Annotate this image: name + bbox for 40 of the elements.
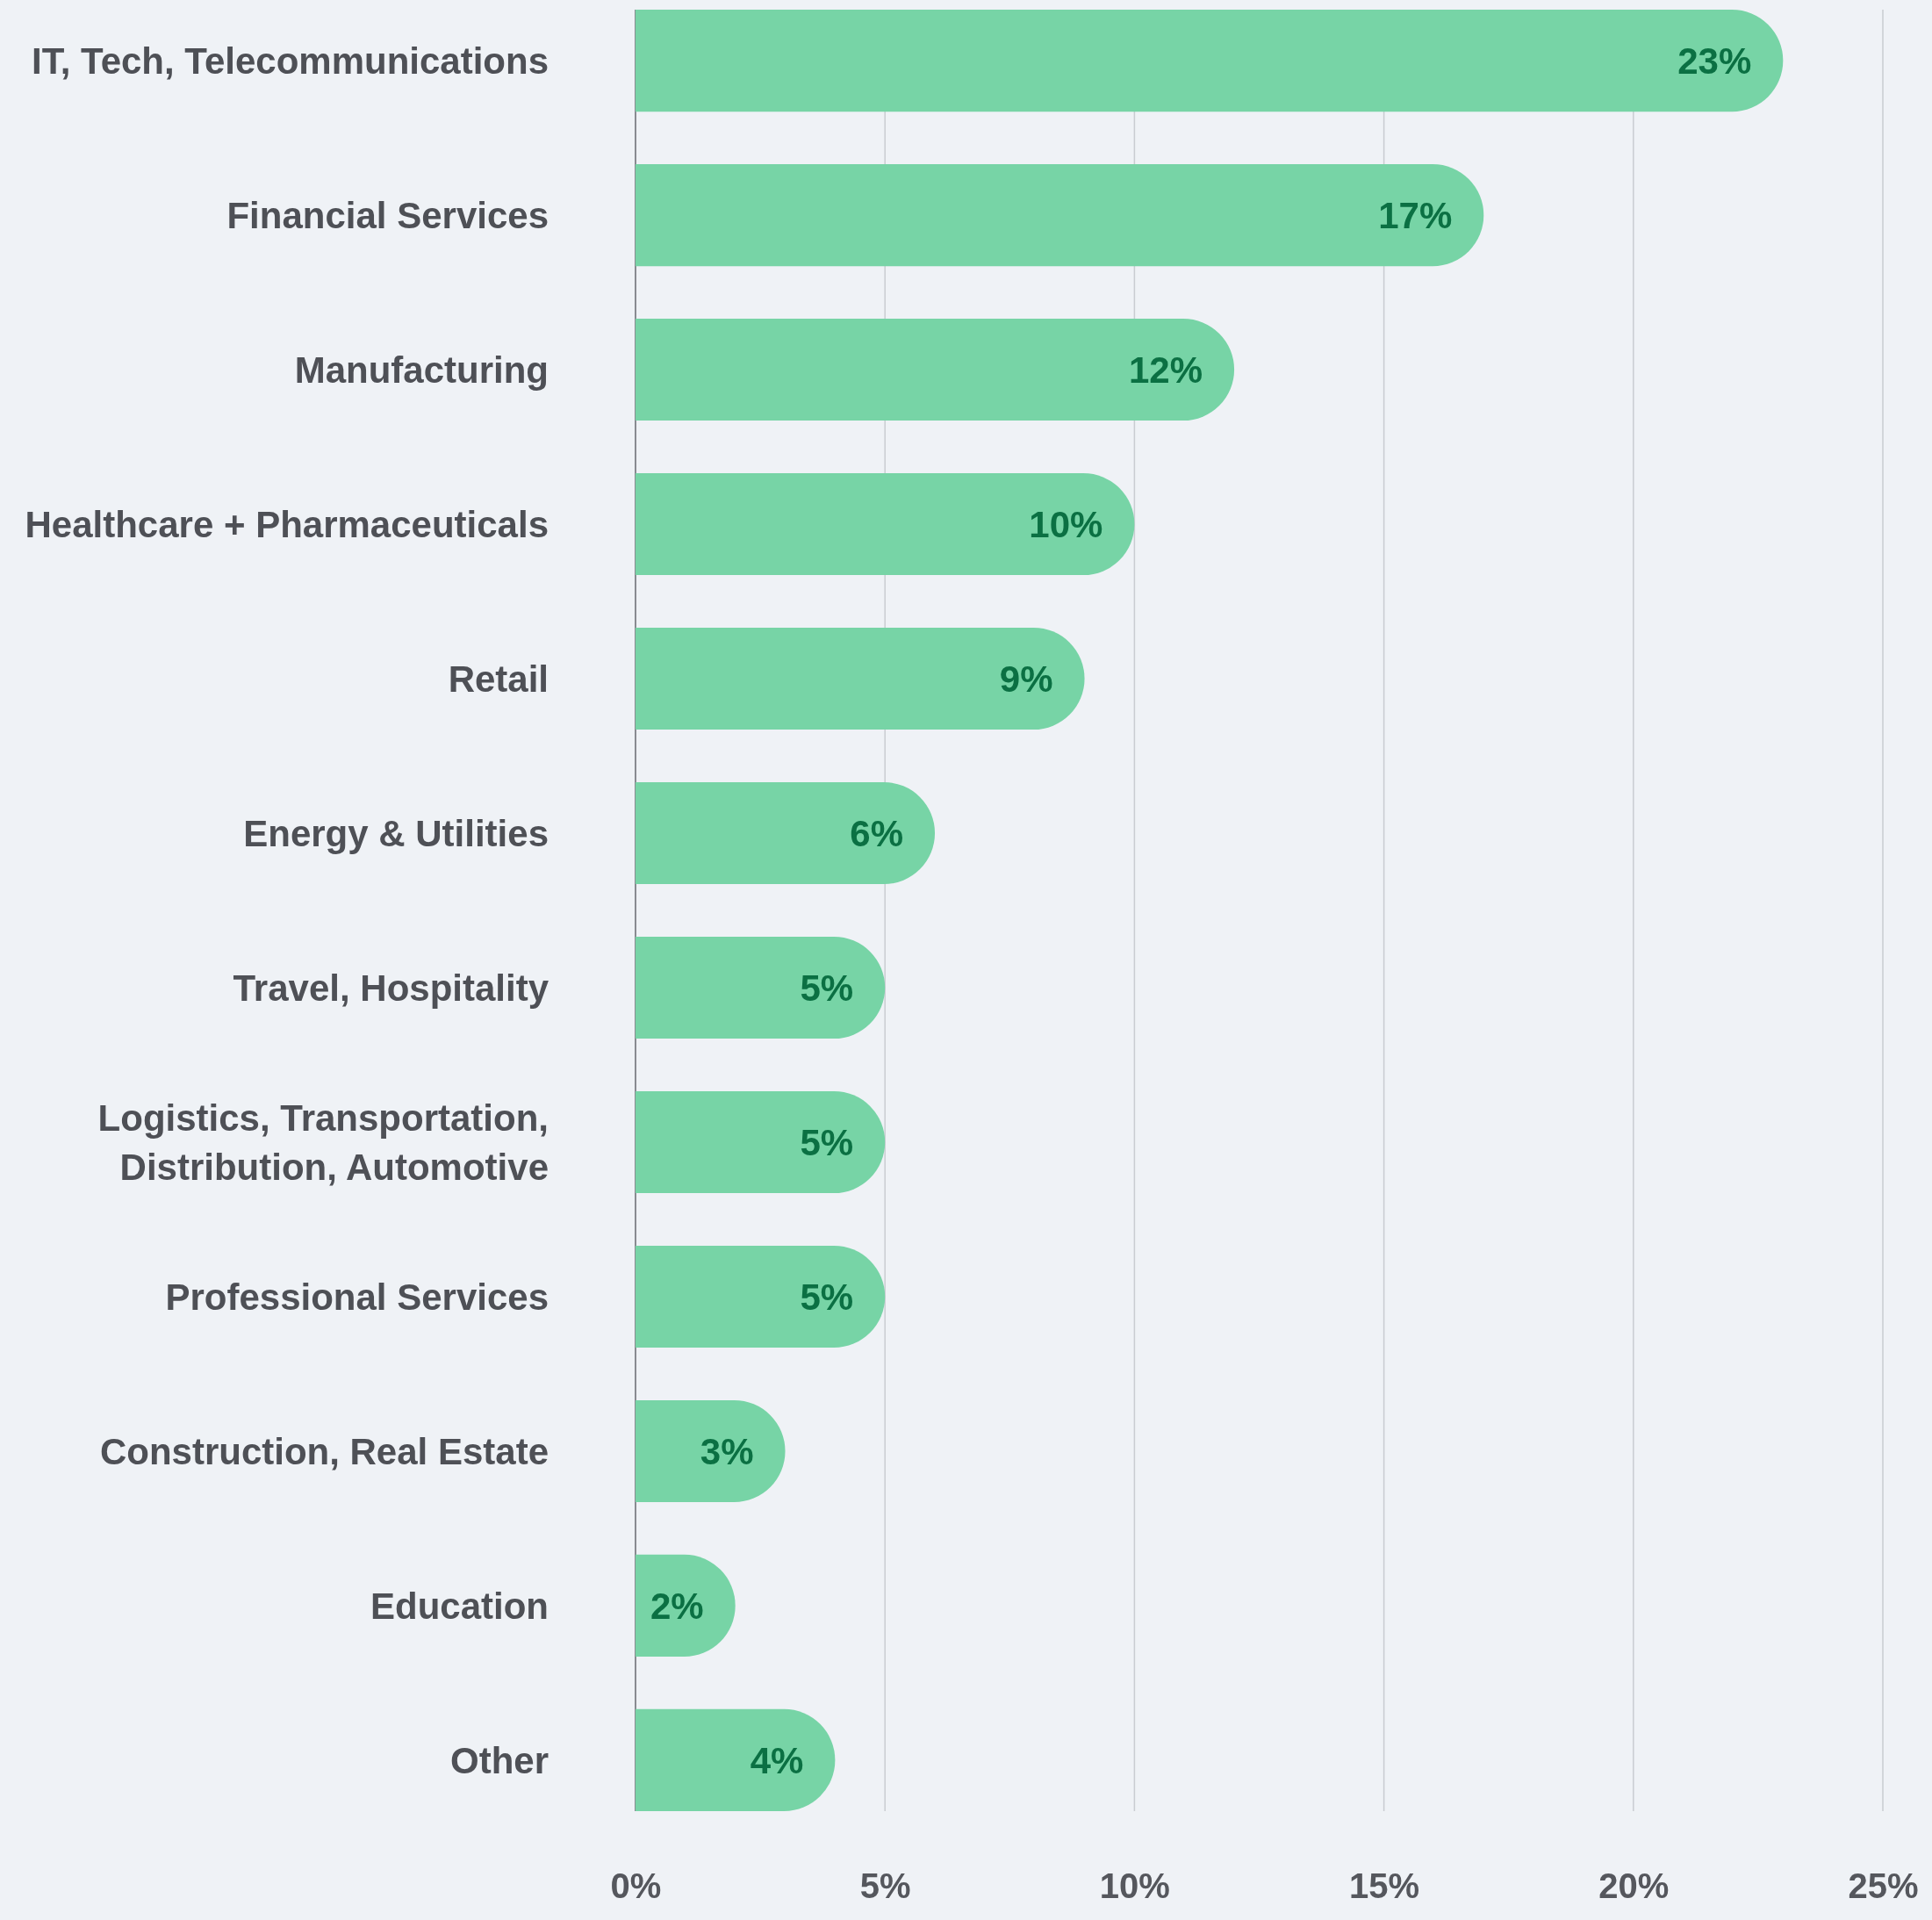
bar [636, 1708, 836, 1811]
x-tick-label: 5% [859, 1866, 911, 1905]
bar [636, 781, 936, 885]
y-tick-label: Education [370, 1585, 549, 1627]
bar [636, 1245, 886, 1348]
data-label: 5% [800, 1121, 854, 1163]
data-label: 23% [1677, 40, 1752, 82]
data-label: 17% [1378, 194, 1453, 236]
y-tick-label: Retail [448, 658, 549, 700]
y-tick-label: Professional Services [165, 1276, 549, 1318]
x-tick-label: 20% [1598, 1866, 1670, 1905]
y-tick-label: Other [449, 1739, 549, 1781]
y-tick-label: Financial Services [226, 194, 549, 236]
x-tick-label: 15% [1349, 1866, 1420, 1905]
x-tick-label: 0% [610, 1866, 662, 1905]
bar [636, 1090, 886, 1194]
data-label: 6% [850, 812, 904, 854]
data-label: 10% [1029, 503, 1103, 545]
bar [636, 163, 1484, 267]
bar [636, 318, 1235, 421]
y-tick-label: Healthcare + Pharmaceuticals [25, 503, 549, 545]
data-label: 2% [650, 1585, 704, 1627]
y-tick-label: Manufacturing [294, 349, 549, 391]
bar [636, 627, 1085, 730]
bar [636, 936, 886, 1039]
data-label: 9% [999, 658, 1053, 700]
y-tick-label: Logistics, Transportation, Distribution, Automotive [97, 1097, 549, 1188]
data-label: 3% [700, 1430, 754, 1472]
x-tick-label: 25% [1848, 1866, 1919, 1905]
x-tick-label: 10% [1099, 1866, 1170, 1905]
bar [636, 472, 1135, 576]
y-tick-label: IT, Tech, Telecommunications [32, 40, 549, 82]
y-tick-label: Travel, Hospitality [233, 967, 549, 1009]
bar [636, 10, 1784, 112]
data-label: 5% [800, 967, 854, 1009]
data-label: 4% [750, 1739, 804, 1781]
y-tick-label: Energy & Utilities [243, 812, 549, 854]
data-label: 5% [800, 1276, 854, 1318]
y-tick-label: Construction, Real Estate [99, 1430, 549, 1472]
data-label: 12% [1129, 349, 1203, 391]
